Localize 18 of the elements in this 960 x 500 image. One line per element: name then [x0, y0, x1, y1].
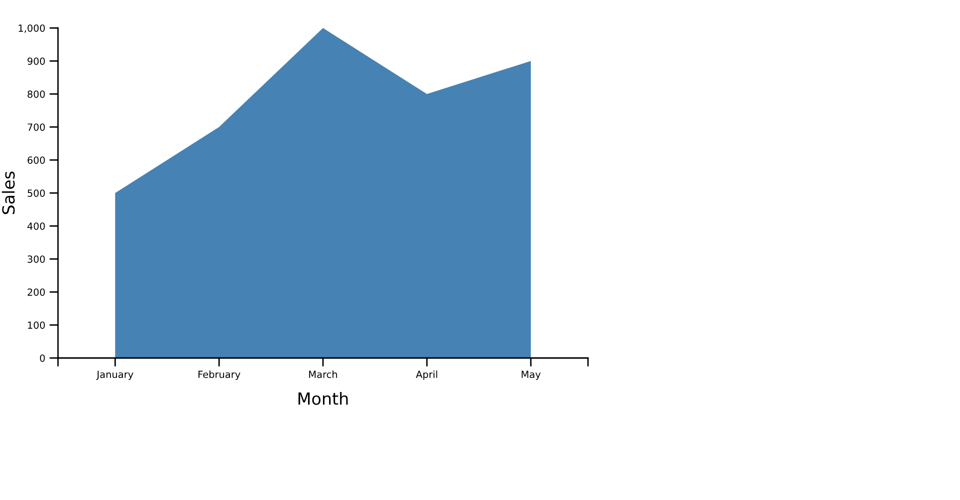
y-tick-label: 900: [28, 57, 45, 65]
y-tick-label: 1,000: [18, 24, 45, 33]
y-tick-label: 600: [28, 156, 45, 164]
x-tick-label: February: [198, 370, 240, 380]
y-tick-label: 700: [28, 123, 45, 131]
x-tick-label: March: [309, 370, 337, 378]
x-tick-label: January: [96, 370, 134, 380]
y-axis-title: Sales: [2, 172, 15, 214]
x-tick-label: May: [522, 370, 541, 380]
y-tick-label: 400: [27, 222, 45, 230]
y-tick-label: 0: [40, 354, 45, 362]
y-tick-label: 800: [28, 90, 45, 98]
y-tick-label: 100: [28, 321, 45, 329]
x-tick-label: April: [416, 370, 438, 380]
y-tick-label: 200: [28, 288, 45, 296]
y-tick-label: 300: [28, 255, 45, 263]
x-axis-title: Month: [298, 392, 348, 405]
y-tick-label: 500: [28, 189, 45, 197]
